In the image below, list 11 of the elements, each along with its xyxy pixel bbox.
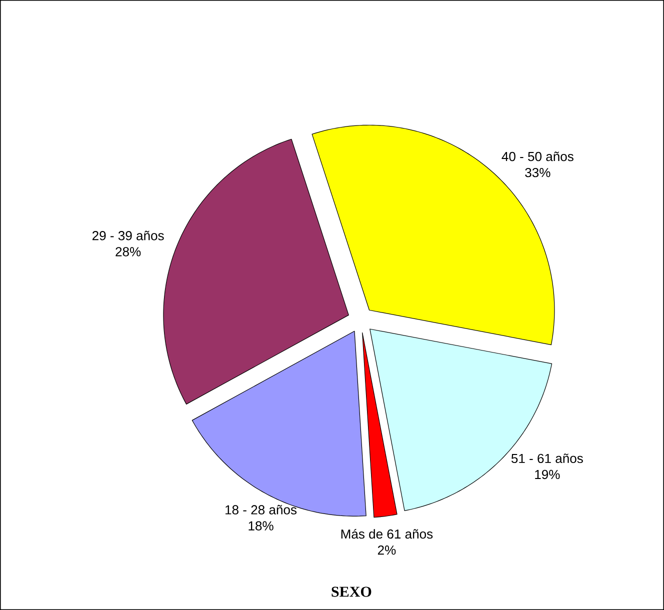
data-label: 2%	[378, 545, 396, 555]
data-label: 28%	[116, 247, 141, 256]
data-label: 33%	[525, 168, 550, 178]
slice-label: 40 - 50 años	[502, 152, 574, 162]
data-label: 19%	[535, 470, 560, 480]
data-label: 18%	[248, 521, 274, 530]
text: SEXO	[332, 586, 372, 597]
slice-label: Más de 61 años	[341, 528, 433, 539]
slice-label: 51 - 61 años	[511, 454, 583, 464]
slice-label: 29 - 39 años	[92, 230, 164, 240]
slice-label: 18 - 28 años	[226, 504, 297, 514]
